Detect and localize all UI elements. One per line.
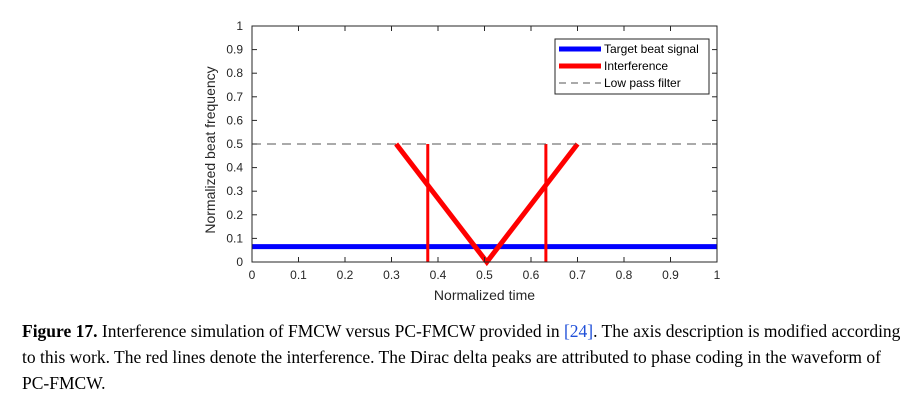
figure-label: Figure 17. <box>22 321 98 341</box>
y-tick-label: 0.2 <box>226 208 243 222</box>
x-tick-label: 0.5 <box>476 268 493 282</box>
x-tick-label: 0 <box>249 268 256 282</box>
x-tick-label: 0.4 <box>430 268 447 282</box>
x-tick-label: 0.3 <box>383 268 400 282</box>
y-tick-label: 0.9 <box>226 43 243 57</box>
legend-entry-0: Target beat signal <box>604 42 699 56</box>
legend-entry-1: Interference <box>604 59 668 73</box>
legend-entry-2: Low pass filter <box>604 76 681 90</box>
y-tick-label: 0.1 <box>226 231 243 245</box>
caption-text-continued: . The axis description is modified accor… <box>22 321 901 393</box>
y-tick-label: 0.4 <box>226 161 243 175</box>
y-tick-label: 0.8 <box>226 66 243 80</box>
x-tick-label: 0.8 <box>616 268 633 282</box>
y-tick-label: 0.3 <box>226 184 243 198</box>
caption-text: Interference simulation of FMCW versus P… <box>97 321 564 341</box>
x-tick-label: 0.9 <box>662 268 679 282</box>
plot-ticks: 0 0.1 0.2 0.3 0.4 0.5 0.6 0.7 0.8 0.9 1 0 0.1 0.2 0.3 0… <box>226 19 720 282</box>
y-tick-label: 0.5 <box>226 137 243 151</box>
y-tick-label: 1 <box>236 19 243 33</box>
chart: 0 0.1 0.2 0.3 0.4 0.5 0.6 0.7 0.8 0.9 1 0 0.1 0.2 0.3 0… <box>202 19 721 303</box>
x-tick-label: 0.7 <box>569 268 586 282</box>
x-tick-label: 0.6 <box>523 268 540 282</box>
figure-caption: Figure 17. Interference simulation of FM… <box>22 318 902 396</box>
x-tick-label: 0.1 <box>290 268 307 282</box>
y-tick-label: 0.6 <box>226 113 243 127</box>
x-tick-label: 1 <box>714 268 721 282</box>
y-tick-label: 0 <box>236 255 243 269</box>
legend: Target beat signal Interference Low pass f… <box>554 38 710 95</box>
plot-series <box>252 142 717 267</box>
y-tick-label: 0.7 <box>226 90 243 104</box>
citation-link[interactable]: [24] <box>563 321 594 341</box>
x-axis-label: Normalized time <box>434 287 535 303</box>
y-axis-label: Normalized beat frequency <box>202 66 218 233</box>
x-tick-label: 0.2 <box>337 268 354 282</box>
